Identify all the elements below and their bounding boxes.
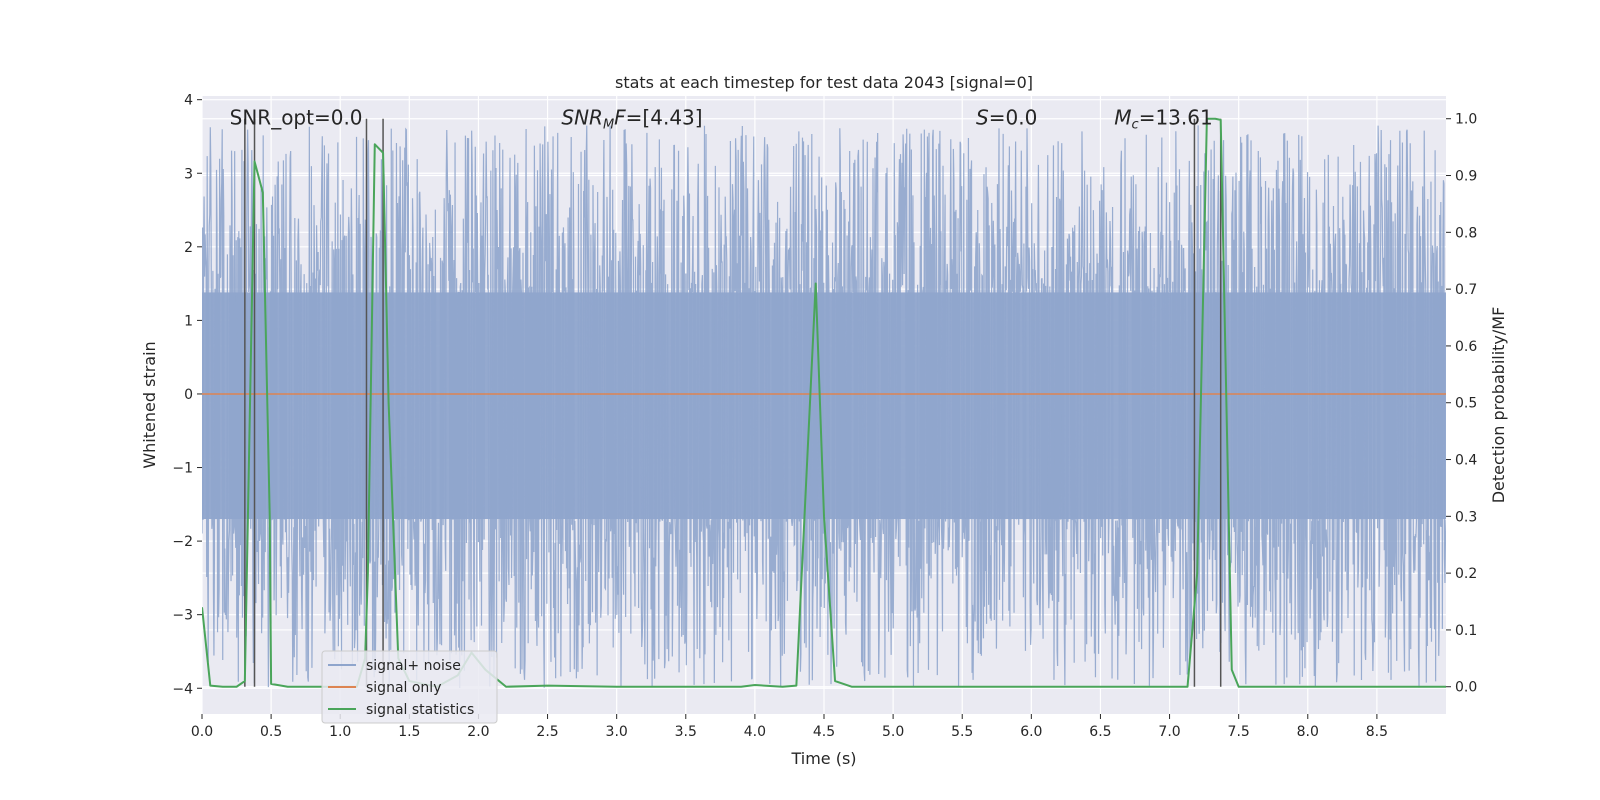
x-tick-label-14: 7.0 — [1158, 724, 1180, 740]
y-left-tick-label-3: 1 — [184, 313, 193, 329]
y-left-tick-label-5: −1 — [172, 461, 193, 477]
legend-box — [321, 650, 498, 724]
y-left-tick-label-8: −4 — [172, 681, 193, 697]
x-tick-label-9: 4.5 — [813, 724, 835, 740]
annotation-snr-mf: SNRMF=[4.43] — [561, 105, 702, 132]
legend: signal+ noise signal only signal statistic… — [321, 650, 498, 724]
annotation-snr-opt: SNR_opt=0.0 — [230, 105, 363, 129]
x-tick-label-0: 0.0 — [191, 724, 213, 740]
y-right-tick-label-5: 0.5 — [1455, 396, 1477, 412]
y-left-tick-label-0: 4 — [184, 93, 193, 109]
annotations: SNR_opt=0.0 SNRMF=[4.43] S=0.0 Mc=13.61 — [230, 105, 1213, 132]
x-tick-label-16: 8.0 — [1297, 724, 1319, 740]
annotation-s-value: S=0.0 — [976, 105, 1037, 129]
y-right-tick-label-0: 1.0 — [1455, 112, 1477, 128]
y-right-tick-label-1: 0.9 — [1455, 169, 1477, 185]
x-tick-label-13: 6.5 — [1089, 724, 1111, 740]
y-left-tick-label-1: 3 — [184, 166, 193, 182]
y-right-tick-label-10: 0.0 — [1455, 680, 1477, 696]
x-axis: 0.0 0.5 1.0 1.5 2.0 2.5 3.0 3.5 4.0 4.5 5.0 5.5 6.0 6… — [191, 714, 1388, 740]
signal-statistics-line — [202, 117, 1446, 688]
series-signal-statistics — [202, 117, 1446, 688]
y-axis-right-label: Detection probability/MF — [1489, 307, 1508, 504]
noise-line — [202, 125, 1446, 689]
x-tick-label-12: 6.0 — [1020, 724, 1042, 740]
x-tick-label-5: 2.5 — [536, 724, 558, 740]
y-right-tick-label-8: 0.2 — [1455, 566, 1477, 582]
x-tick-label-4: 2.0 — [467, 724, 489, 740]
y-left-tick-label-4: 0 — [184, 387, 193, 403]
legend-label-0: signal+ noise — [366, 658, 461, 674]
x-tick-label-1: 0.5 — [260, 724, 282, 740]
x-tick-label-15: 7.5 — [1228, 724, 1250, 740]
x-tick-label-10: 5.0 — [882, 724, 904, 740]
x-axis-label: Time (s) — [790, 749, 856, 768]
annotation-mc-value: Mc=13.61 — [1114, 105, 1212, 132]
y-right-tick-label-3: 0.7 — [1455, 282, 1477, 298]
y-axis-left-label: Whitened strain — [140, 341, 159, 468]
y-right-tick-label-7: 0.3 — [1455, 509, 1477, 525]
y-axis-right: 1.0 0.9 0.8 0.7 0.6 0.5 0.4 0.3 0.2 0.1 0.0 — [1446, 112, 1477, 696]
x-tick-label-8: 4.0 — [744, 724, 766, 740]
x-tick-label-17: 8.5 — [1366, 724, 1388, 740]
series-signal-noise — [202, 125, 1446, 689]
legend-label-1: signal only — [366, 680, 441, 696]
y-right-tick-label-9: 0.1 — [1455, 623, 1477, 639]
x-tick-label-11: 5.5 — [951, 724, 973, 740]
y-left-tick-label-2: 2 — [184, 240, 193, 256]
x-tick-label-3: 1.5 — [398, 724, 420, 740]
y-axis-left: 4 3 2 1 0 −1 −2 −3 −4 — [172, 93, 202, 697]
y-right-tick-label-4: 0.6 — [1455, 339, 1477, 355]
x-tick-label-6: 3.0 — [606, 724, 628, 740]
x-tick-label-2: 1.0 — [329, 724, 351, 740]
x-tick-label-7: 3.5 — [675, 724, 697, 740]
chart-title: stats at each timestep for test data 204… — [615, 73, 1033, 92]
y-left-tick-label-6: −2 — [172, 534, 193, 550]
y-left-tick-label-7: −3 — [172, 608, 193, 624]
y-right-tick-label-2: 0.8 — [1455, 225, 1477, 241]
y-right-tick-label-6: 0.4 — [1455, 453, 1477, 469]
legend-label-2: signal statistics — [366, 702, 474, 718]
